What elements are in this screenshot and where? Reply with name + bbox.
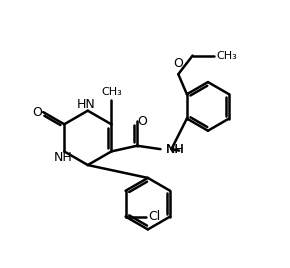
Text: CH₃: CH₃	[101, 87, 122, 96]
Text: O: O	[32, 106, 42, 119]
Text: NH: NH	[53, 151, 72, 164]
Text: O: O	[137, 115, 147, 128]
Text: O: O	[173, 57, 183, 70]
Text: NH: NH	[166, 143, 184, 156]
Text: CH₃: CH₃	[216, 51, 237, 61]
Text: Cl: Cl	[148, 210, 161, 223]
Text: HN: HN	[77, 98, 96, 111]
Text: NH: NH	[166, 143, 184, 156]
